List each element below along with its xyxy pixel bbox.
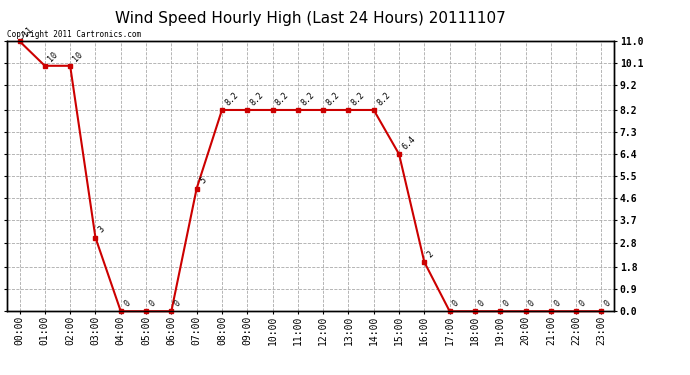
Text: 0: 0 (476, 298, 486, 309)
Text: 2: 2 (426, 249, 435, 259)
Text: 8.2: 8.2 (299, 90, 316, 107)
Text: 0: 0 (527, 298, 537, 309)
Text: 8.2: 8.2 (324, 90, 342, 107)
Text: Copyright 2011 Cartronics.com: Copyright 2011 Cartronics.com (7, 30, 141, 39)
Text: 0: 0 (552, 298, 562, 309)
Text: 3: 3 (97, 225, 107, 235)
Text: 0: 0 (502, 298, 511, 309)
Text: 0: 0 (603, 298, 613, 309)
Text: 8.2: 8.2 (274, 90, 291, 107)
Text: 8.2: 8.2 (224, 90, 240, 107)
Text: 11: 11 (21, 25, 34, 39)
Text: Wind Speed Hourly High (Last 24 Hours) 20111107: Wind Speed Hourly High (Last 24 Hours) 2… (115, 11, 506, 26)
Text: 8.2: 8.2 (375, 90, 392, 107)
Text: 0: 0 (578, 298, 587, 309)
Text: 8.2: 8.2 (248, 90, 266, 107)
Text: 0: 0 (451, 298, 461, 309)
Text: 0: 0 (148, 298, 157, 309)
Text: 6.4: 6.4 (400, 134, 417, 152)
Text: 0: 0 (122, 298, 132, 309)
Text: 0: 0 (172, 298, 183, 309)
Text: 10: 10 (72, 50, 85, 63)
Text: 5: 5 (198, 176, 208, 186)
Text: 8.2: 8.2 (350, 90, 367, 107)
Text: 10: 10 (46, 50, 59, 63)
